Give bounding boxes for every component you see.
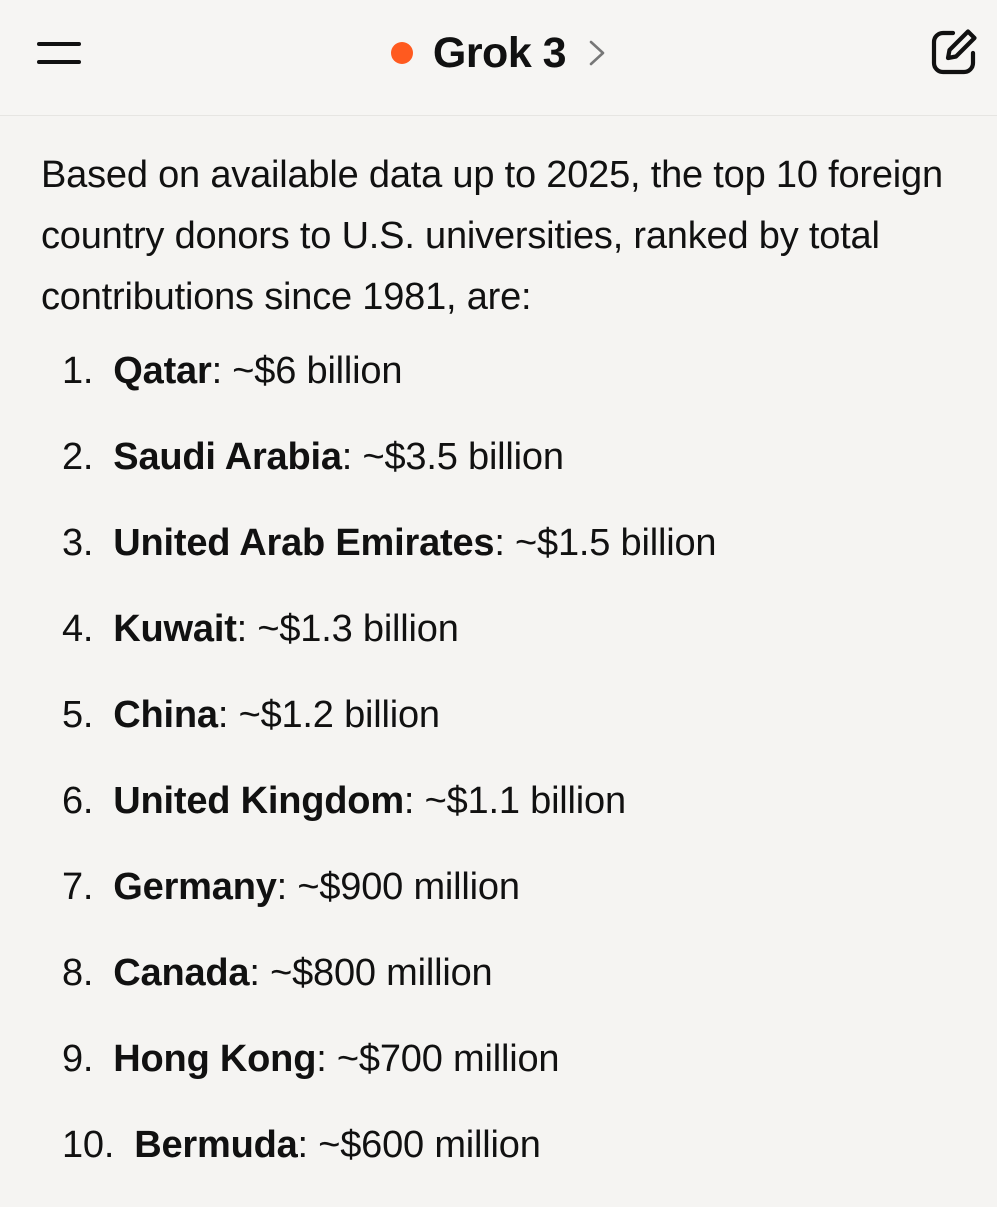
list-number: 4. [62, 608, 94, 650]
donation-amount: : ~$3.5 billion [341, 436, 564, 478]
menu-button[interactable] [24, 28, 94, 78]
new-chat-edit-icon [931, 29, 977, 75]
top-bar: Grok 3 [0, 0, 997, 116]
list-item: 8. Canada: ~$800 million [41, 949, 961, 1035]
list-number: 1. [62, 350, 94, 392]
donation-amount: : ~$700 million [316, 1038, 560, 1080]
list-item: 6. United Kingdom: ~$1.1 billion [41, 777, 961, 863]
donation-amount: : ~$800 million [249, 952, 493, 994]
donation-amount: : ~$900 million [276, 866, 520, 908]
model-title: Grok 3 [432, 28, 567, 77]
list-item: 2. Saudi Arabia: ~$3.5 billion [41, 433, 961, 519]
list-item: 5. China: ~$1.2 billion [41, 691, 961, 777]
country-name: Hong Kong [113, 1038, 317, 1080]
donation-amount: : ~$600 million [297, 1124, 541, 1166]
country-name: Germany [113, 866, 277, 908]
list-item: 10. Bermuda: ~$600 million [41, 1121, 961, 1207]
donor-list: 1. Qatar: ~$6 billion 2. Saudi Arabia: ~$3… [41, 347, 961, 1207]
list-item: 7. Germany: ~$900 million [41, 863, 961, 949]
donation-amount: : ~$1.1 billion [403, 780, 626, 822]
list-item: 1. Qatar: ~$6 billion [41, 347, 961, 433]
country-name: Qatar [113, 350, 212, 392]
country-name: Canada [113, 952, 250, 994]
list-number: 9. [62, 1038, 94, 1080]
donation-amount: : ~$6 billion [211, 350, 403, 392]
list-number: 10. [62, 1124, 115, 1166]
list-number: 7. [62, 866, 94, 908]
donation-amount: : ~$1.5 billion [494, 522, 717, 564]
list-number: 3. [62, 522, 94, 564]
country-name: United Arab Emirates [113, 522, 495, 564]
model-selector[interactable]: Grok 3 [0, 22, 997, 84]
hamburger-menu-icon [37, 42, 81, 64]
donation-amount: : ~$1.3 billion [236, 608, 459, 650]
list-item: 3. United Arab Emirates: ~$1.5 billion [41, 519, 961, 605]
list-item: 4. Kuwait: ~$1.3 billion [41, 605, 961, 691]
list-number: 8. [62, 952, 94, 994]
country-name: Saudi Arabia [113, 436, 342, 478]
list-item: 9. Hong Kong: ~$700 million [41, 1035, 961, 1121]
chevron-right-icon [588, 39, 606, 67]
list-number: 6. [62, 780, 94, 822]
country-name: Kuwait [113, 608, 237, 650]
country-name: Bermuda [134, 1124, 298, 1166]
country-name: United Kingdom [113, 780, 404, 822]
status-dot [390, 42, 413, 64]
list-number: 2. [62, 436, 94, 478]
list-number: 5. [62, 694, 94, 736]
donation-amount: : ~$1.2 billion [217, 694, 440, 736]
assistant-message: Based on available data up to 2025, the … [41, 145, 961, 1207]
new-chat-button[interactable] [921, 24, 987, 80]
message-intro: Based on available data up to 2025, the … [41, 154, 943, 318]
country-name: China [113, 694, 218, 736]
